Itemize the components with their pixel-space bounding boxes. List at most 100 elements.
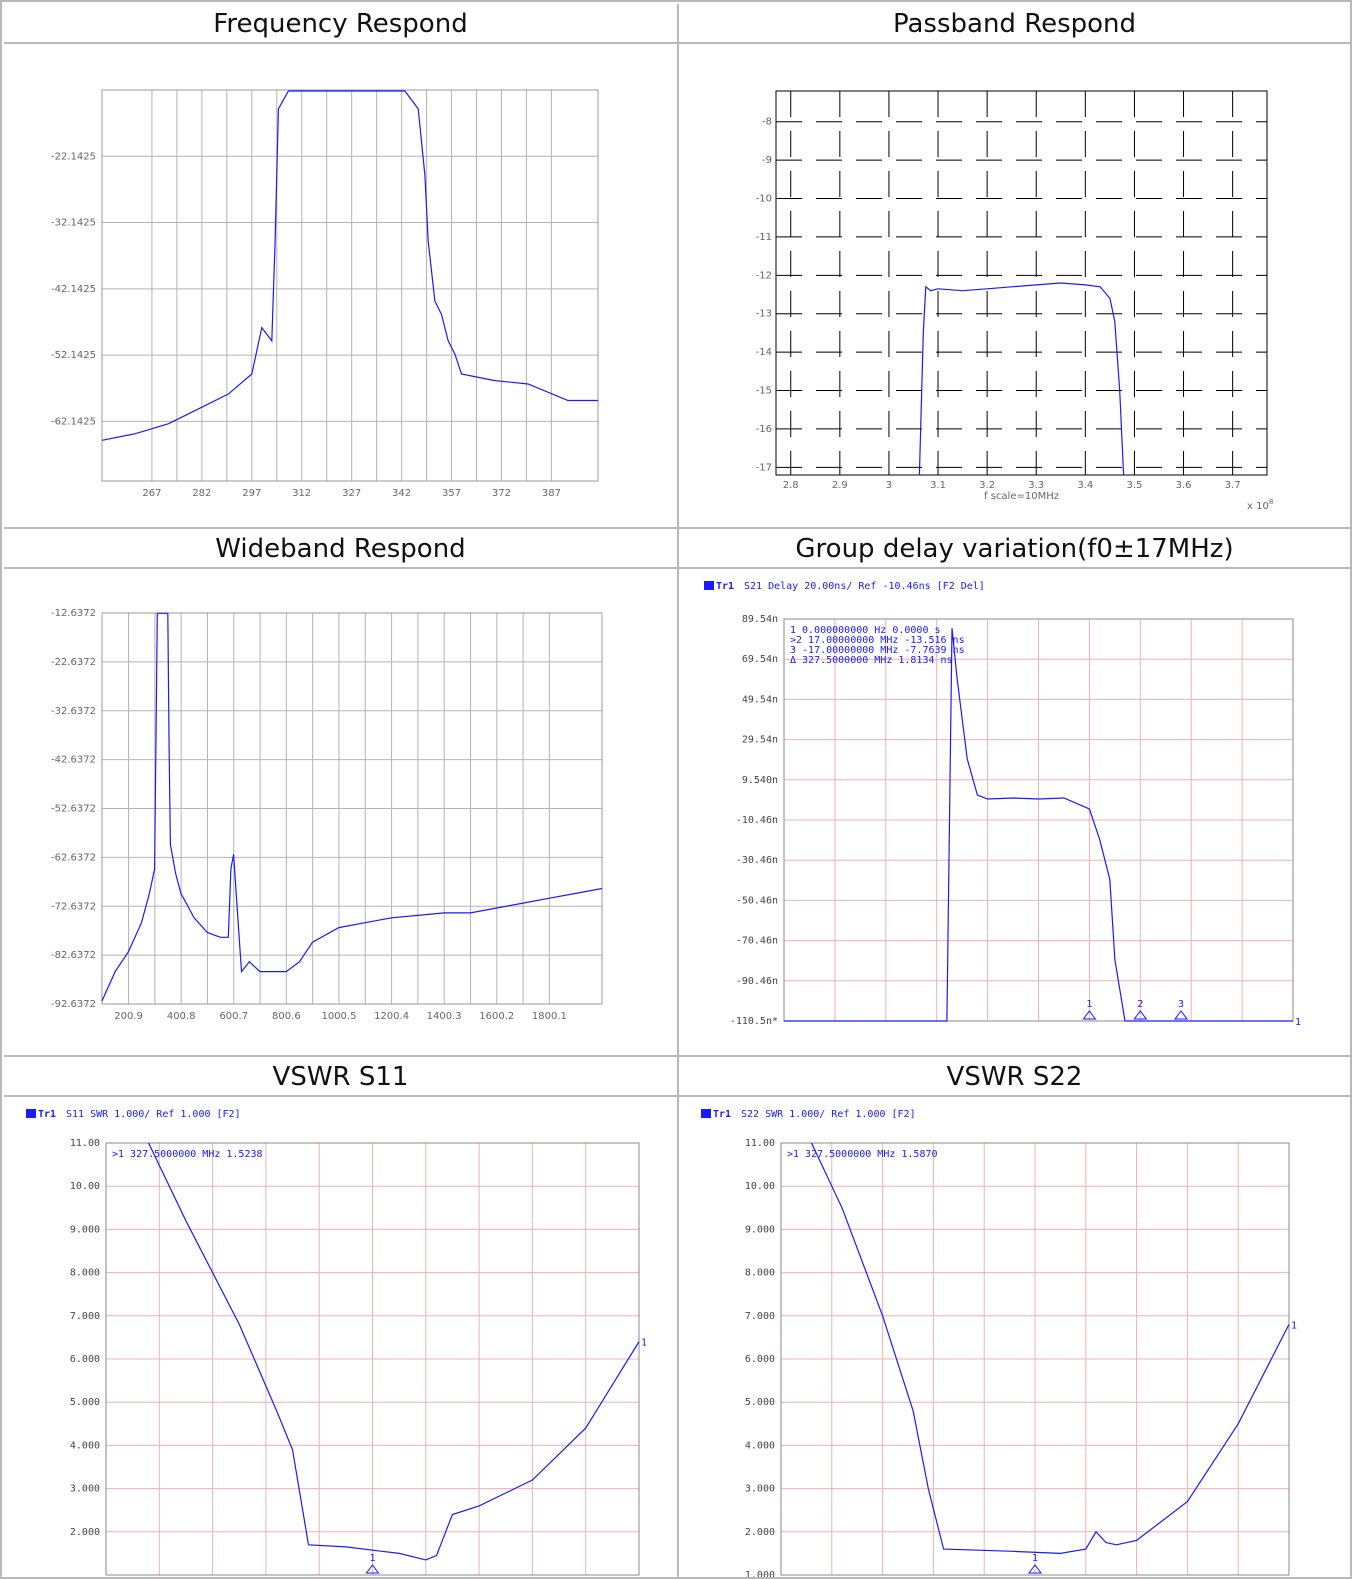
trace-end-label: 1 [1291,1320,1297,1331]
marker-label: 2 [1137,999,1143,1010]
trace-marker-icon [704,581,714,590]
x-tick-label: 1800.1 [532,1011,567,1022]
x-tick-label: 3.6 [1176,480,1192,491]
marker-label: 1 [1032,1553,1038,1564]
y-tick-label: -22.6372 [51,657,96,668]
marker-readout: 1 0.000000000 Hz 0.0000 s [790,625,941,636]
y-tick-label: 9.000 [70,1224,100,1235]
y-tick-label: 10.00 [745,1181,775,1192]
x-tick-label: 3 [886,480,892,491]
x-tick-label: 267 [142,488,161,499]
y-tick-label: 2.000 [70,1527,100,1538]
y-tick-label: -17 [756,462,772,473]
y-tick-label: 7.000 [745,1311,775,1322]
gd-panel: Group delay variation(f0±17MHz) 89.54n 69… [679,529,1352,1057]
y-tick-label: 7.000 [70,1311,100,1322]
x-tick-label: 342 [392,488,411,499]
chart-header: S11 SWR 1.000/ Ref 1.000 [F2] [66,1109,241,1120]
y-tick-label: -52.6372 [51,804,96,815]
y-tick-label: 6.000 [745,1354,775,1365]
y-tick-label: -72.6372 [51,901,96,912]
y-tick-label: 8.000 [70,1268,100,1279]
plot-frame [780,1142,1290,1576]
y-tick-label: 11.00 [70,1138,100,1149]
y-tick-label: 5.000 [70,1397,100,1408]
y-tick-label: 29.54n [742,735,778,746]
plot-frame [775,90,1268,476]
pass-chart: 2.8 2.9 3 3.1 3.2 3.3 3.4 3.5 3.6 3.7 -8 -9 -10 -11 -1… [756,90,1273,512]
s22-chart: 11.00 10.00 9.000 8.000 7.000 6.000 5.000 4.000… [701,1109,1297,1577]
y-tick-label: -30.46n [736,855,778,866]
x-tick-label: 312 [292,488,311,499]
gd-title: Group delay variation(f0±17MHz) [679,529,1350,569]
pass-title: Passband Respond [679,4,1350,44]
x-tick-label: 3.2 [979,480,995,491]
trace-marker-icon [26,1109,36,1118]
x-tick-label: 400.8 [167,1011,196,1022]
y-tick-label: -42.6372 [51,755,96,766]
y-tick-label: -8 [762,117,772,128]
x-tick-label: 1400.3 [427,1011,462,1022]
y-tick-label: -62.1425 [51,416,96,427]
y-tick-label: 6.000 [70,1354,100,1365]
y-tick-label: 4.000 [745,1440,775,1451]
y-tick-label: 8.000 [745,1268,775,1279]
x-tick-label: 297 [242,488,261,499]
marker-label: 1 [1086,999,1092,1010]
y-tick-label: -70.46n [736,936,778,947]
x-tick-label: 800.6 [272,1011,301,1022]
plot-frame [101,612,603,1005]
wide-panel: Wideband Respond 200.9 400.8 600.7 800.6 100… [4,529,679,1057]
y-tick-label: -12 [756,270,772,281]
y-tick-label: -10 [756,194,772,205]
y-tick-label: -15 [756,386,772,397]
trace-end-label: 1 [641,1338,647,1349]
series-line [101,90,598,441]
chart-header: S22 SWR 1.000/ Ref 1.000 [F2] [741,1109,916,1120]
s22-panel: VSWR S22 11.00 10.00 9.000 8.000 7.000 6.000 5… [679,1057,1352,1579]
y-tick-label: 49.54n [742,694,778,705]
wide-title: Wideband Respond [4,529,677,569]
marker-triangle [365,1564,380,1574]
y-tick-label: -32.6372 [51,706,96,717]
s22-title: VSWR S22 [679,1057,1350,1097]
y-tick-label: 89.54n [742,614,778,625]
trace-marker-icon [701,1109,711,1118]
marker-readout: >1 327.5000000 MHz 1.5870 [787,1149,938,1160]
y-tick-label: -12.6372 [51,608,96,619]
y-tick-label: 1.000 [745,1570,775,1577]
s11-chart: 11.00 10.00 9.000 8.000 7.000 6.000 5.000 4.000… [26,1109,647,1576]
wide-chart: 200.9 400.8 600.7 800.6 1000.5 1200.4 1400.3 16… [51,608,603,1022]
y-tick-label: -50.46n [736,895,778,906]
marker-readout: Δ 327.5000000 MHz 1.8134 ns [790,655,953,666]
x-tick-label: 1600.2 [479,1011,514,1022]
marker-triangle [1082,1010,1097,1020]
s11-panel: VSWR S11 11.00 10.00 9.000 8.000 7.000 6.000 5… [4,1057,679,1579]
freq-panel: Frequency Respond 267 282 297 312 327 342 357 3… [4,4,679,529]
series-line [810,1142,1290,1555]
y-tick-label: -10.46n [736,815,778,826]
x-tick-label: 327 [342,488,361,499]
series-line [918,282,1125,476]
x-tick-label: 3.3 [1028,480,1044,491]
marker-triangle [1174,1010,1189,1020]
x-tick-label: 282 [192,488,211,499]
marker-readout: 3 -17.00000000 MHz -7.7639 ns [790,645,965,656]
marker-label: 3 [1178,999,1184,1010]
x-tick-label: 200.9 [114,1011,143,1022]
y-tick-label: 4.000 [70,1440,100,1451]
pass-panel: Passband Respond 2.8 2.9 3 3.1 3.2 3.3 3.4 3.5 3… [679,4,1352,529]
y-tick-label: 3.000 [70,1484,100,1495]
freq-chart: 267 282 297 312 327 342 357 372 387 -22.1425 -32.1… [51,89,599,499]
x-tick-label: 1200.4 [374,1011,409,1022]
trace-end-label: 1 [1295,1017,1301,1028]
x-tick-label: 372 [492,488,511,499]
y-tick-label: -52.1425 [51,350,96,361]
y-tick-label: -14 [756,347,772,358]
y-tick-label: -92.6372 [51,999,96,1010]
chart-header: S21 Delay 20.00ns/ Ref -10.46ns [F2 Del] [744,581,985,592]
y-tick-label: 69.54n [742,654,778,665]
y-tick-label: -42.1425 [51,284,96,295]
y-tick-label: 5.000 [745,1397,775,1408]
y-tick-label: 3.000 [745,1484,775,1495]
